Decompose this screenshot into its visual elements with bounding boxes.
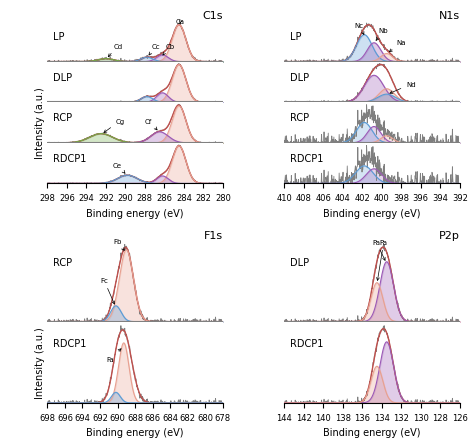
Text: LP: LP [290,32,301,42]
Text: DLP: DLP [53,73,72,82]
Text: Nb: Nb [376,28,389,41]
Text: Pa: Pa [372,239,385,261]
X-axis label: Binding energy (eV): Binding energy (eV) [323,427,421,437]
Text: RDCP1: RDCP1 [290,154,323,164]
Text: Ca: Ca [176,19,185,25]
Text: Cd: Cd [108,43,123,57]
Text: DLP: DLP [290,73,309,82]
Text: RCP: RCP [53,113,72,123]
Text: Pa: Pa [376,239,388,281]
Text: Cg: Cg [104,118,125,133]
Text: RDCP1: RDCP1 [53,154,86,164]
Text: N1s: N1s [438,11,460,21]
Text: DLP: DLP [290,257,309,267]
Text: Cc: Cc [149,43,160,56]
Text: P2p: P2p [439,230,460,240]
Text: Nc: Nc [355,23,364,35]
Text: Fc: Fc [100,277,115,304]
Text: RCP: RCP [290,113,309,123]
Text: RDCP1: RDCP1 [290,338,323,348]
Y-axis label: Intensity (a.u.): Intensity (a.u.) [35,327,45,398]
Text: C1s: C1s [202,11,223,21]
X-axis label: Binding energy (eV): Binding energy (eV) [86,208,184,218]
Text: Cf: Cf [145,118,157,131]
Text: Ce: Ce [113,162,125,174]
Text: Fb: Fb [113,238,124,251]
Text: RCP: RCP [53,257,72,267]
Text: LP: LP [53,32,64,42]
Text: Fa: Fa [106,349,121,362]
X-axis label: Binding energy (eV): Binding energy (eV) [323,208,421,218]
Text: RDCP1: RDCP1 [53,338,86,348]
Text: Nd: Nd [390,82,416,94]
Text: Na: Na [390,40,406,53]
X-axis label: Binding energy (eV): Binding energy (eV) [86,427,184,437]
Text: F1s: F1s [204,230,223,240]
Y-axis label: Intensity (a.u.): Intensity (a.u.) [35,88,45,159]
Text: Cb: Cb [163,43,174,56]
